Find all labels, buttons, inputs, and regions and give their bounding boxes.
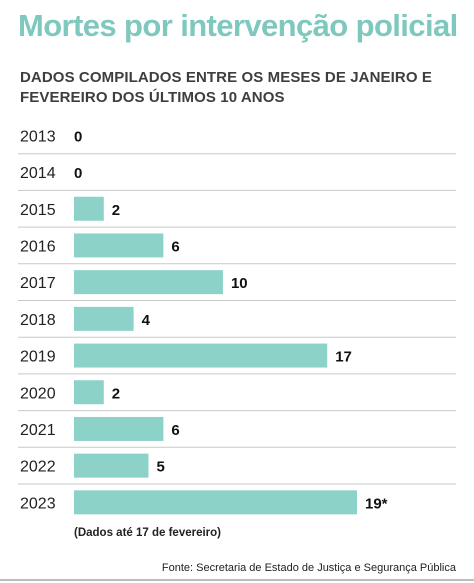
chart-title: Mortes por intervenção policial [18, 8, 458, 43]
value-label: 4 [142, 312, 151, 329]
bar [74, 380, 104, 405]
year-label: 2021 [20, 422, 56, 439]
source-credit: Fonte: Secretaria de Estado de Justiça e… [161, 562, 456, 574]
value-label: 6 [171, 422, 179, 439]
value-label: 5 [156, 459, 164, 476]
value-label: 10 [231, 275, 248, 292]
year-label: 2015 [20, 202, 56, 219]
value-label: 19* [365, 495, 388, 512]
bar [74, 306, 134, 331]
year-label: 2023 [20, 495, 56, 512]
chart-subtitle: DADOS COMPILADOS ENTRE OS MESES DE JANEI… [20, 69, 432, 106]
value-label: 2 [112, 202, 120, 219]
bottom-divider [0, 579, 474, 581]
value-label: 6 [171, 238, 179, 255]
year-label: 2016 [20, 238, 56, 255]
value-label: 17 [335, 349, 352, 366]
bar [74, 416, 164, 441]
year-label: 2020 [20, 385, 56, 402]
value-label: 2 [112, 385, 120, 402]
bar [74, 343, 328, 368]
year-label: 2019 [20, 349, 56, 366]
year-label: 2017 [20, 275, 56, 292]
year-label: 2013 [20, 128, 56, 145]
value-label: 0 [74, 128, 82, 145]
bar [74, 233, 164, 258]
bar-chart: 2013 0 2014 0 2015 2 2016 6 2017 10 2018 4 2019 17 202… [18, 128, 456, 515]
year-label: 2014 [20, 165, 56, 182]
year-label: 2022 [20, 459, 56, 476]
value-label: 0 [74, 165, 82, 182]
bar [74, 453, 149, 478]
bar [74, 196, 104, 221]
bar [74, 490, 357, 515]
year-label: 2018 [20, 312, 56, 329]
footnote: (Dados até 17 de fevereiro) [74, 527, 222, 539]
bar [74, 270, 223, 295]
